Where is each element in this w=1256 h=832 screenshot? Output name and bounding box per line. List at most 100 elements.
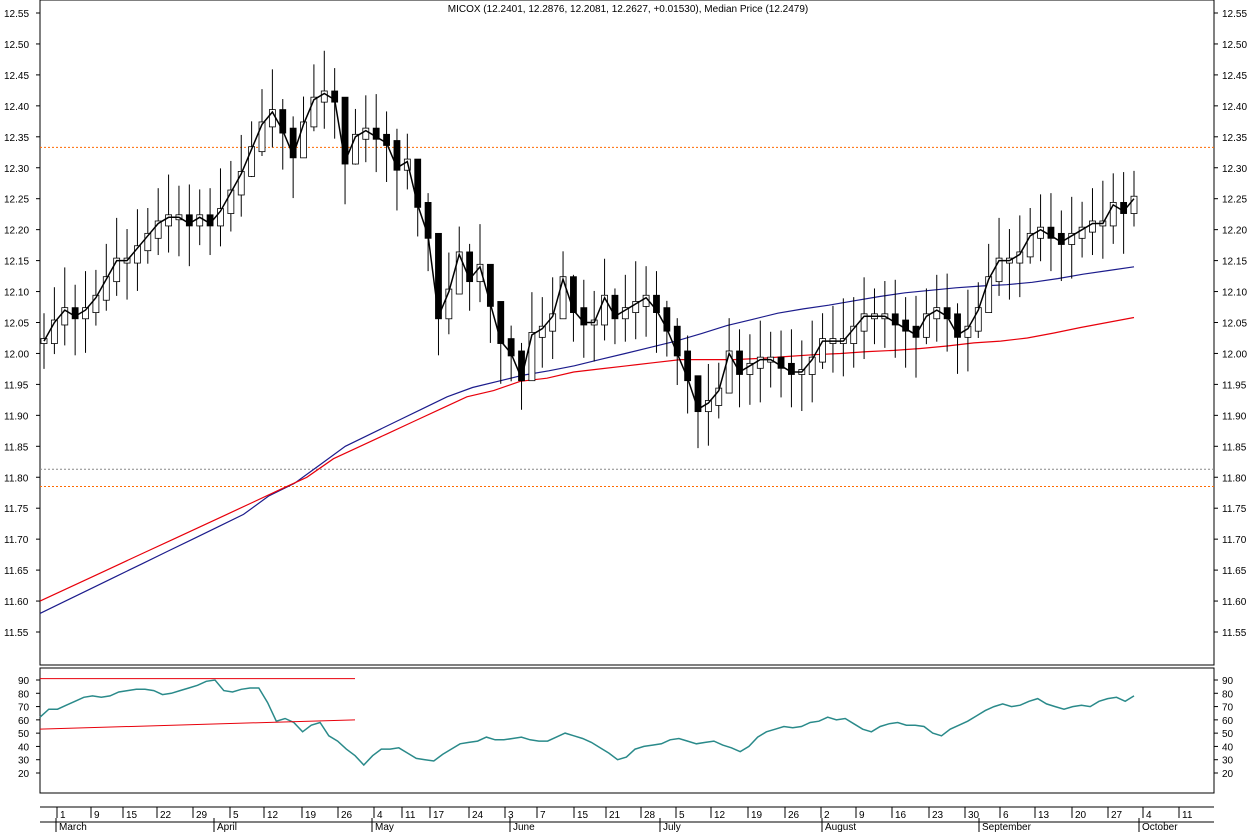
y-tick-label: 12.30 bbox=[1222, 164, 1247, 175]
candle-body-down bbox=[279, 109, 287, 134]
x-day-label: 24 bbox=[472, 810, 484, 821]
y-tick-label: 12.10 bbox=[4, 288, 29, 299]
x-month-label: October bbox=[1142, 822, 1178, 832]
candle-body-down bbox=[912, 325, 920, 338]
candle-body-down bbox=[736, 350, 743, 375]
candle-body-up bbox=[964, 325, 972, 338]
y-tick-label: 12.25 bbox=[1222, 195, 1247, 206]
x-day-label: 22 bbox=[160, 810, 172, 821]
x-day-label: 20 bbox=[1075, 810, 1087, 821]
candle-body-up bbox=[808, 356, 816, 375]
candle-body-down bbox=[71, 307, 79, 320]
candle-body-down bbox=[466, 251, 474, 283]
candle-body-up bbox=[559, 276, 567, 320]
candle-body-down bbox=[611, 294, 619, 320]
osc-tick-label: 90 bbox=[18, 676, 30, 687]
y-tick-label: 12.30 bbox=[4, 164, 29, 175]
candle-body-up bbox=[933, 307, 941, 320]
candle-body-up bbox=[134, 245, 141, 264]
candle-body-up bbox=[1026, 232, 1034, 258]
candle-body-up bbox=[362, 127, 370, 140]
y-tick-label: 11.90 bbox=[1222, 411, 1247, 422]
y-tick-label: 12.50 bbox=[1222, 40, 1247, 51]
y-tick-label: 11.75 bbox=[4, 504, 29, 515]
candle-body-up bbox=[974, 307, 982, 332]
candle-body-up bbox=[102, 276, 110, 301]
price-panel-frame bbox=[39, 0, 1215, 666]
y-tick-label: 12.55 bbox=[1222, 9, 1247, 20]
candle-body-up bbox=[258, 121, 266, 153]
x-day-label: 12 bbox=[267, 810, 279, 821]
candle-body-down bbox=[684, 350, 692, 382]
candle-body-up bbox=[154, 220, 162, 239]
candle-body-down bbox=[570, 276, 577, 313]
x-day-label: 29 bbox=[196, 810, 208, 821]
y-tick-label: 11.65 bbox=[1222, 566, 1247, 577]
candle-body-down bbox=[653, 294, 660, 313]
candle-body-down bbox=[383, 133, 390, 146]
x-day-label: 7 bbox=[540, 810, 546, 821]
candle-body-down bbox=[341, 96, 349, 165]
y-tick-label: 11.75 bbox=[1222, 504, 1247, 515]
x-day-label: 23 bbox=[932, 810, 944, 821]
candle-body-down bbox=[372, 127, 380, 140]
osc-tick-label: 30 bbox=[18, 756, 30, 767]
candle-body-up bbox=[1109, 202, 1117, 227]
candle-body-up bbox=[621, 307, 629, 320]
osc-tick-label: 50 bbox=[1222, 729, 1234, 740]
candle-body-down bbox=[414, 158, 422, 208]
candle-body-up bbox=[50, 319, 58, 344]
candle-body-down bbox=[1057, 232, 1065, 245]
candle-body-up bbox=[113, 257, 121, 283]
x-day-label: 1 bbox=[60, 810, 66, 821]
y-tick-label: 12.15 bbox=[1222, 257, 1247, 268]
red-moving-average bbox=[39, 316, 1135, 602]
candle-body-up bbox=[725, 350, 733, 394]
osc-tick-label: 60 bbox=[18, 716, 30, 727]
candle-body-up bbox=[922, 313, 930, 338]
y-tick-label: 12.15 bbox=[4, 257, 29, 268]
y-tick-label: 11.80 bbox=[4, 473, 29, 484]
y-tick-label: 11.60 bbox=[4, 597, 29, 608]
candle-body-up bbox=[320, 90, 328, 103]
y-tick-label: 12.50 bbox=[4, 40, 29, 51]
candle-body-down bbox=[694, 375, 702, 413]
y-tick-label: 11.65 bbox=[4, 566, 29, 577]
y-tick-label: 11.80 bbox=[1222, 473, 1247, 484]
x-day-label: 12 bbox=[714, 810, 726, 821]
candle-body-up bbox=[1037, 226, 1044, 239]
x-day-label: 26 bbox=[788, 810, 800, 821]
price-y-axis: 11.55 11.55 11.60 11.60 11.65 11.65 11.70 11.70… bbox=[4, 9, 1247, 639]
candle-body-up bbox=[237, 171, 245, 196]
candle-body-up bbox=[144, 232, 152, 252]
chart-title: MICOX (12.2401, 12.2876, 12.2081, 12.262… bbox=[448, 4, 809, 15]
blue-moving-average bbox=[39, 266, 1135, 614]
candle-body-down bbox=[289, 127, 297, 159]
candle-body-down bbox=[954, 313, 961, 338]
median-price-line bbox=[43, 92, 1135, 411]
x-day-label: 9 bbox=[859, 810, 865, 821]
y-tick-label: 11.85 bbox=[4, 442, 29, 453]
y-tick-label: 12.35 bbox=[1222, 133, 1247, 144]
candle-body-up bbox=[476, 263, 484, 283]
y-tick-label: 12.45 bbox=[4, 71, 29, 82]
candle-body-down bbox=[435, 232, 442, 320]
candle-body-up bbox=[300, 121, 307, 159]
osc-tick-label: 70 bbox=[1222, 703, 1234, 714]
candle-body-down bbox=[1047, 226, 1055, 239]
candle-body-up bbox=[528, 332, 536, 382]
candle-body-up bbox=[1089, 220, 1096, 233]
candle-body-down bbox=[902, 319, 910, 332]
candle-body-down bbox=[777, 356, 785, 369]
candle-body-up bbox=[538, 325, 546, 338]
x-day-label: 30 bbox=[968, 810, 980, 821]
osc-tick-label: 40 bbox=[1222, 742, 1234, 753]
x-month-label: September bbox=[982, 822, 1032, 832]
x-month-label: April bbox=[217, 822, 237, 832]
y-tick-label: 12.20 bbox=[1222, 226, 1247, 237]
osc-tick-label: 60 bbox=[1222, 716, 1234, 727]
candle-body-up bbox=[995, 257, 1003, 283]
candle-body-up bbox=[352, 133, 359, 165]
candle-body-down bbox=[663, 307, 671, 332]
